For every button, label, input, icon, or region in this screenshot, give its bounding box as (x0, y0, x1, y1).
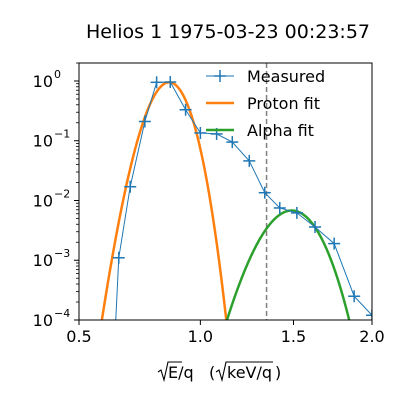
x-tick-label-0: 0.5 (66, 327, 91, 346)
measured-point-15 (328, 237, 341, 250)
legend-label-alpha-fit: Alpha fit (247, 121, 314, 140)
x-label-close-paren: ) (275, 363, 281, 382)
x-label-unit: keV/q (227, 363, 272, 382)
measured-point-7 (194, 126, 207, 139)
chart-title: Helios 1 1975-03-23 00:23:57 (86, 21, 370, 43)
measured-point-16 (348, 290, 361, 303)
measured-point-4 (150, 76, 163, 89)
x-axis-label: E/q ( keV/q ) (157, 361, 281, 383)
plot-frame (78, 62, 373, 321)
y-tick-label-1: 10 (33, 132, 53, 151)
plot-area (79, 63, 372, 320)
x-tick-label-1: 1.0 (188, 327, 213, 346)
legend-label-measured: Measured (247, 67, 325, 86)
measured-point-1 (112, 251, 125, 264)
measured-line (115, 81, 372, 320)
x-label-sqrt-sign (157, 361, 182, 383)
measured-point-17 (366, 309, 372, 320)
measured-point-6 (179, 103, 192, 116)
x-label-quantity: E/q (168, 363, 194, 382)
y-tick-label-2: 10 (33, 191, 53, 210)
measured-point-0 (109, 332, 121, 344)
legend-marker-measured (214, 70, 226, 82)
legend: Measured Proton fit Alpha fit (206, 67, 325, 140)
measured-point-12 (273, 201, 286, 214)
x-label-open-paren: ( (209, 363, 215, 382)
y-tick-exponent-0: 0 (54, 68, 61, 81)
y-tick-label-0: 10 (33, 72, 53, 91)
measured-point-9 (226, 136, 239, 149)
measured-point-14 (309, 221, 322, 234)
measured-point-3 (138, 115, 151, 128)
x-tick-label-3: 2.0 (359, 327, 384, 346)
alpha-fit-curve (225, 209, 351, 320)
measured-point-13 (290, 206, 303, 219)
legend-label-proton-fit: Proton fit (247, 94, 320, 113)
measured-point-5 (164, 76, 177, 89)
y-tick-exponent-4: −4 (54, 307, 70, 320)
y-tick-exponent-3: −3 (54, 247, 70, 260)
measured-point-2 (124, 180, 137, 193)
y-tick-exponent-2: −2 (54, 187, 70, 200)
measured-point-11 (258, 186, 271, 199)
x-label-unit-sqrt-sign (215, 361, 273, 383)
x-tick-label-2: 1.5 (281, 327, 306, 346)
y-tick-exponent-1: −1 (54, 128, 70, 141)
measured-point-10 (243, 154, 256, 167)
y-tick-label-3: 10 (33, 251, 53, 270)
y-tick-label-4: 10 (33, 311, 53, 330)
